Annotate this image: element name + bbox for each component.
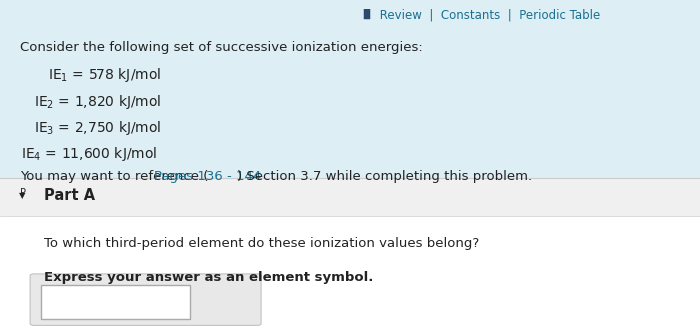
Text: Review  |  Constants  |  Periodic Table: Review | Constants | Periodic Table: [376, 8, 600, 21]
Text: You may want to reference (: You may want to reference (: [20, 170, 208, 183]
Text: ▼: ▼: [19, 191, 25, 200]
Bar: [0, 178, 700, 216]
Text: To which third-period element do these ionization values belong?: To which third-period element do these i…: [44, 237, 480, 250]
Text: ▐▌: ▐▌: [360, 8, 374, 19]
Text: Consider the following set of successive ionization energies:: Consider the following set of successive…: [20, 41, 422, 53]
Text: $\mathregular{IE_3}$ = 2,750 kJ/mol: $\mathregular{IE_3}$ = 2,750 kJ/mol: [34, 119, 161, 136]
Bar: [0, 216, 700, 332]
Text: P: P: [20, 188, 26, 198]
Text: $\mathregular{IE_2}$ = 1,820 kJ/mol: $\mathregular{IE_2}$ = 1,820 kJ/mol: [34, 93, 161, 111]
Bar: [0, 0, 700, 178]
Text: Pages 136 - 144: Pages 136 - 144: [154, 170, 261, 183]
FancyBboxPatch shape: [41, 285, 190, 319]
Text: $\mathregular{IE_1}$ = 578 kJ/mol: $\mathregular{IE_1}$ = 578 kJ/mol: [48, 66, 161, 84]
Text: Express your answer as an element symbol.: Express your answer as an element symbol…: [44, 271, 374, 284]
FancyBboxPatch shape: [30, 274, 261, 325]
Text: $\mathregular{IE_4}$ = 11,600 kJ/mol: $\mathregular{IE_4}$ = 11,600 kJ/mol: [21, 145, 158, 163]
Text: Part A: Part A: [44, 188, 95, 203]
Text: ) Section 3.7 while completing this problem.: ) Section 3.7 while completing this prob…: [237, 170, 533, 183]
